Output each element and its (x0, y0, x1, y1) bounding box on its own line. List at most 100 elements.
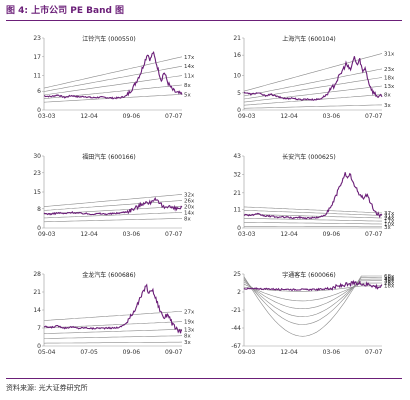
y-tick-label: -21 (231, 307, 241, 314)
price-line (44, 51, 183, 100)
y-tick-label: 16 (233, 52, 241, 59)
y-tick-label: 10 (233, 73, 241, 80)
y-tick-label: 32 (233, 171, 241, 178)
band-label-8x: 8x (384, 93, 391, 99)
band-line-8x (44, 335, 183, 339)
band-label-3x: 3x (184, 340, 191, 346)
band-label-24x: 24x (384, 216, 395, 222)
y-tick-label: -44 (231, 325, 241, 332)
band-line-48x (243, 278, 382, 318)
chart-title: 金龙汽车 (600686) (82, 271, 136, 279)
y-tick-label: 8 (37, 206, 41, 213)
pe-band-chart-4: 长安汽车 (000625) 0 11 21 32 43 03-03 12-04 09-06 07-… (233, 153, 395, 238)
price-line (243, 172, 383, 220)
bottom-rule (6, 378, 402, 379)
x-tick-label: 03-06 (123, 231, 141, 238)
y-tick-label: 6 (37, 88, 41, 95)
title-rule (6, 20, 402, 21)
y-tick-label: 0 (37, 107, 41, 114)
figure-title: 图 4: 上市公司 PE Band 图 (6, 6, 125, 16)
band-line-31x (243, 53, 383, 92)
y-tick-label: 17 (33, 54, 41, 61)
band-label-14x: 14x (184, 64, 195, 70)
band-line-19x (43, 321, 183, 329)
y-tick-label: 21 (33, 289, 41, 296)
y-tick-label: 23 (33, 35, 41, 42)
y-tick-label: 5 (237, 90, 241, 97)
band-line-23x (243, 68, 383, 97)
band-line-68x (243, 275, 382, 337)
band-line-3x (43, 341, 183, 344)
x-tick-label: 12-04 (80, 113, 98, 120)
band-line-3x (243, 104, 382, 109)
band-label-8x: 8x (184, 83, 191, 89)
y-tick-label: 30 (33, 153, 41, 160)
band-line-31x (243, 210, 383, 216)
price-line (243, 279, 383, 292)
band-label-8x: 8x (184, 334, 191, 340)
y-tick-label: 43 (233, 153, 241, 160)
band-label-13x: 13x (384, 84, 395, 90)
band-label-58x: 58x (384, 276, 395, 282)
band-line-17x (243, 218, 382, 222)
band-label-19x: 19x (184, 320, 195, 326)
pe-band-chart-2: 上海汽车 (600104) 0 5 10 16 21 09-03 12-04 03-06 07-0… (233, 35, 395, 120)
band-label-17x: 17x (184, 55, 195, 61)
band-line-13x (243, 85, 383, 103)
source-note: 资料来源: 光大证券研究所 (6, 384, 88, 392)
chart-title: 上海汽车 (600104) (282, 35, 336, 43)
x-tick-label: 09-06 (123, 113, 141, 120)
band-label-17x: 17x (384, 219, 395, 225)
x-tick-label: 07-07 (365, 349, 383, 356)
band-label-3x: 3x (384, 103, 391, 109)
band-line-14x (43, 65, 183, 92)
band-line-27x (43, 311, 183, 321)
band-label-68x: 68x (384, 274, 395, 280)
x-tick-label: 09-07 (165, 349, 183, 356)
band-line-11x (43, 75, 183, 96)
x-tick-label: 12-04 (280, 113, 298, 120)
y-tick-label: 23 (33, 170, 41, 177)
band-label-14x: 14x (184, 210, 195, 216)
x-tick-label: 12-04 (280, 231, 298, 238)
band-label-28x: 28x (384, 281, 395, 287)
y-tick-label: 2 (237, 289, 241, 296)
y-tick-label: 25 (233, 271, 241, 278)
band-line-14x (43, 212, 183, 219)
x-tick-label: 07-07 (365, 231, 383, 238)
y-tick-label: 21 (233, 35, 241, 42)
x-tick-label: 09-03 (238, 349, 256, 356)
band-label-27x: 27x (184, 309, 195, 315)
band-label-18x: 18x (384, 75, 395, 81)
x-tick-label: 07-07 (165, 113, 183, 120)
pe-band-chart-5: 金龙汽车 (600686) 0 7 14 21 28 05-04 07-05 09-06 09-0… (33, 271, 195, 356)
band-line-8x (43, 218, 183, 223)
x-tick-label: 07-07 (165, 231, 183, 238)
y-tick-label: 0 (237, 225, 241, 232)
band-line-17x (43, 56, 183, 89)
y-tick-label: 7 (37, 325, 41, 332)
pe-band-charts: 江铃汽车 (000550) 0 6 11 17 23 03-03 12-04 09-06 07-0… (33, 35, 395, 356)
pe-band-chart-6: 宇通客车 (600066) -67 -44 -21 2 25 09-03 12-04 03-06… (231, 271, 395, 356)
band-label-31x: 31x (384, 51, 395, 57)
band-line-32x (43, 194, 183, 207)
band-label-32x: 32x (184, 192, 195, 198)
band-label-13x: 13x (184, 327, 195, 333)
band-label-48x: 48x (384, 277, 395, 283)
x-tick-label: 05-04 (38, 349, 56, 356)
y-tick-label: 11 (233, 207, 241, 214)
y-tick-label: 11 (33, 73, 41, 80)
x-tick-label: 09-06 (323, 231, 341, 238)
price-line (243, 56, 383, 101)
band-label-23x: 23x (384, 67, 395, 73)
price-line (43, 283, 183, 334)
band-line-3x (244, 226, 382, 228)
y-tick-label: 21 (233, 190, 241, 197)
pe-band-chart-3: 福田汽车 (600166) 0 8 15 23 30 09-03 12-04 03-06 07-0… (33, 153, 195, 238)
x-tick-label: 12-04 (280, 349, 298, 356)
band-label-11x: 11x (184, 74, 195, 80)
chart-title: 福田汽车 (600166) (82, 153, 136, 161)
band-line-10x (244, 222, 383, 225)
x-tick-label: 03-03 (238, 231, 256, 238)
band-line-18x (243, 285, 383, 292)
